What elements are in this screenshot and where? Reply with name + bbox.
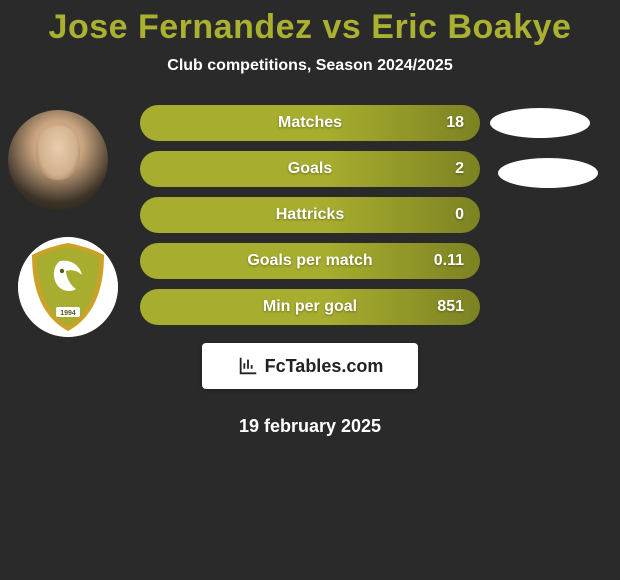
date-text: 19 february 2025 <box>0 416 620 437</box>
branding-badge[interactable]: FcTables.com <box>202 343 418 389</box>
stat-value: 2 <box>455 160 464 178</box>
club-crest: 1994 <box>18 237 118 337</box>
stat-label: Hattricks <box>276 206 344 224</box>
stat-value: 0 <box>455 206 464 224</box>
crest-graphic: 1994 <box>18 237 118 337</box>
stat-bar: Min per goal 851 <box>140 289 480 325</box>
svg-text:1994: 1994 <box>60 310 76 317</box>
stat-label: Goals per match <box>247 252 372 270</box>
stat-bar: Goals 2 <box>140 151 480 187</box>
branding-text: FcTables.com <box>265 356 384 377</box>
stat-bar: Hattricks 0 <box>140 197 480 233</box>
decorative-pill-2 <box>498 158 598 188</box>
stat-label: Goals <box>288 160 332 178</box>
stat-label: Matches <box>278 114 342 132</box>
player2-name: Eric Boakye <box>371 8 571 46</box>
stat-value: 851 <box>437 298 464 316</box>
chart-icon <box>237 355 259 377</box>
player1-avatar <box>8 110 108 210</box>
stat-bar: Matches 18 <box>140 105 480 141</box>
subtitle: Club competitions, Season 2024/2025 <box>0 57 620 75</box>
stat-label: Min per goal <box>263 298 357 316</box>
stat-value: 0.11 <box>434 252 464 270</box>
page-title: Jose Fernandez vs Eric Boakye <box>0 8 620 47</box>
player1-name: Jose Fernandez <box>49 8 313 46</box>
comparison-card: Jose Fernandez vs Eric Boakye Club compe… <box>0 8 620 580</box>
stat-bar: Goals per match 0.11 <box>140 243 480 279</box>
stat-bars: Matches 18 Goals 2 Hattricks 0 Goals per match… <box>140 105 480 335</box>
decorative-pill-1 <box>490 108 590 138</box>
vs-text: vs <box>322 8 361 46</box>
stat-value: 18 <box>446 114 464 132</box>
